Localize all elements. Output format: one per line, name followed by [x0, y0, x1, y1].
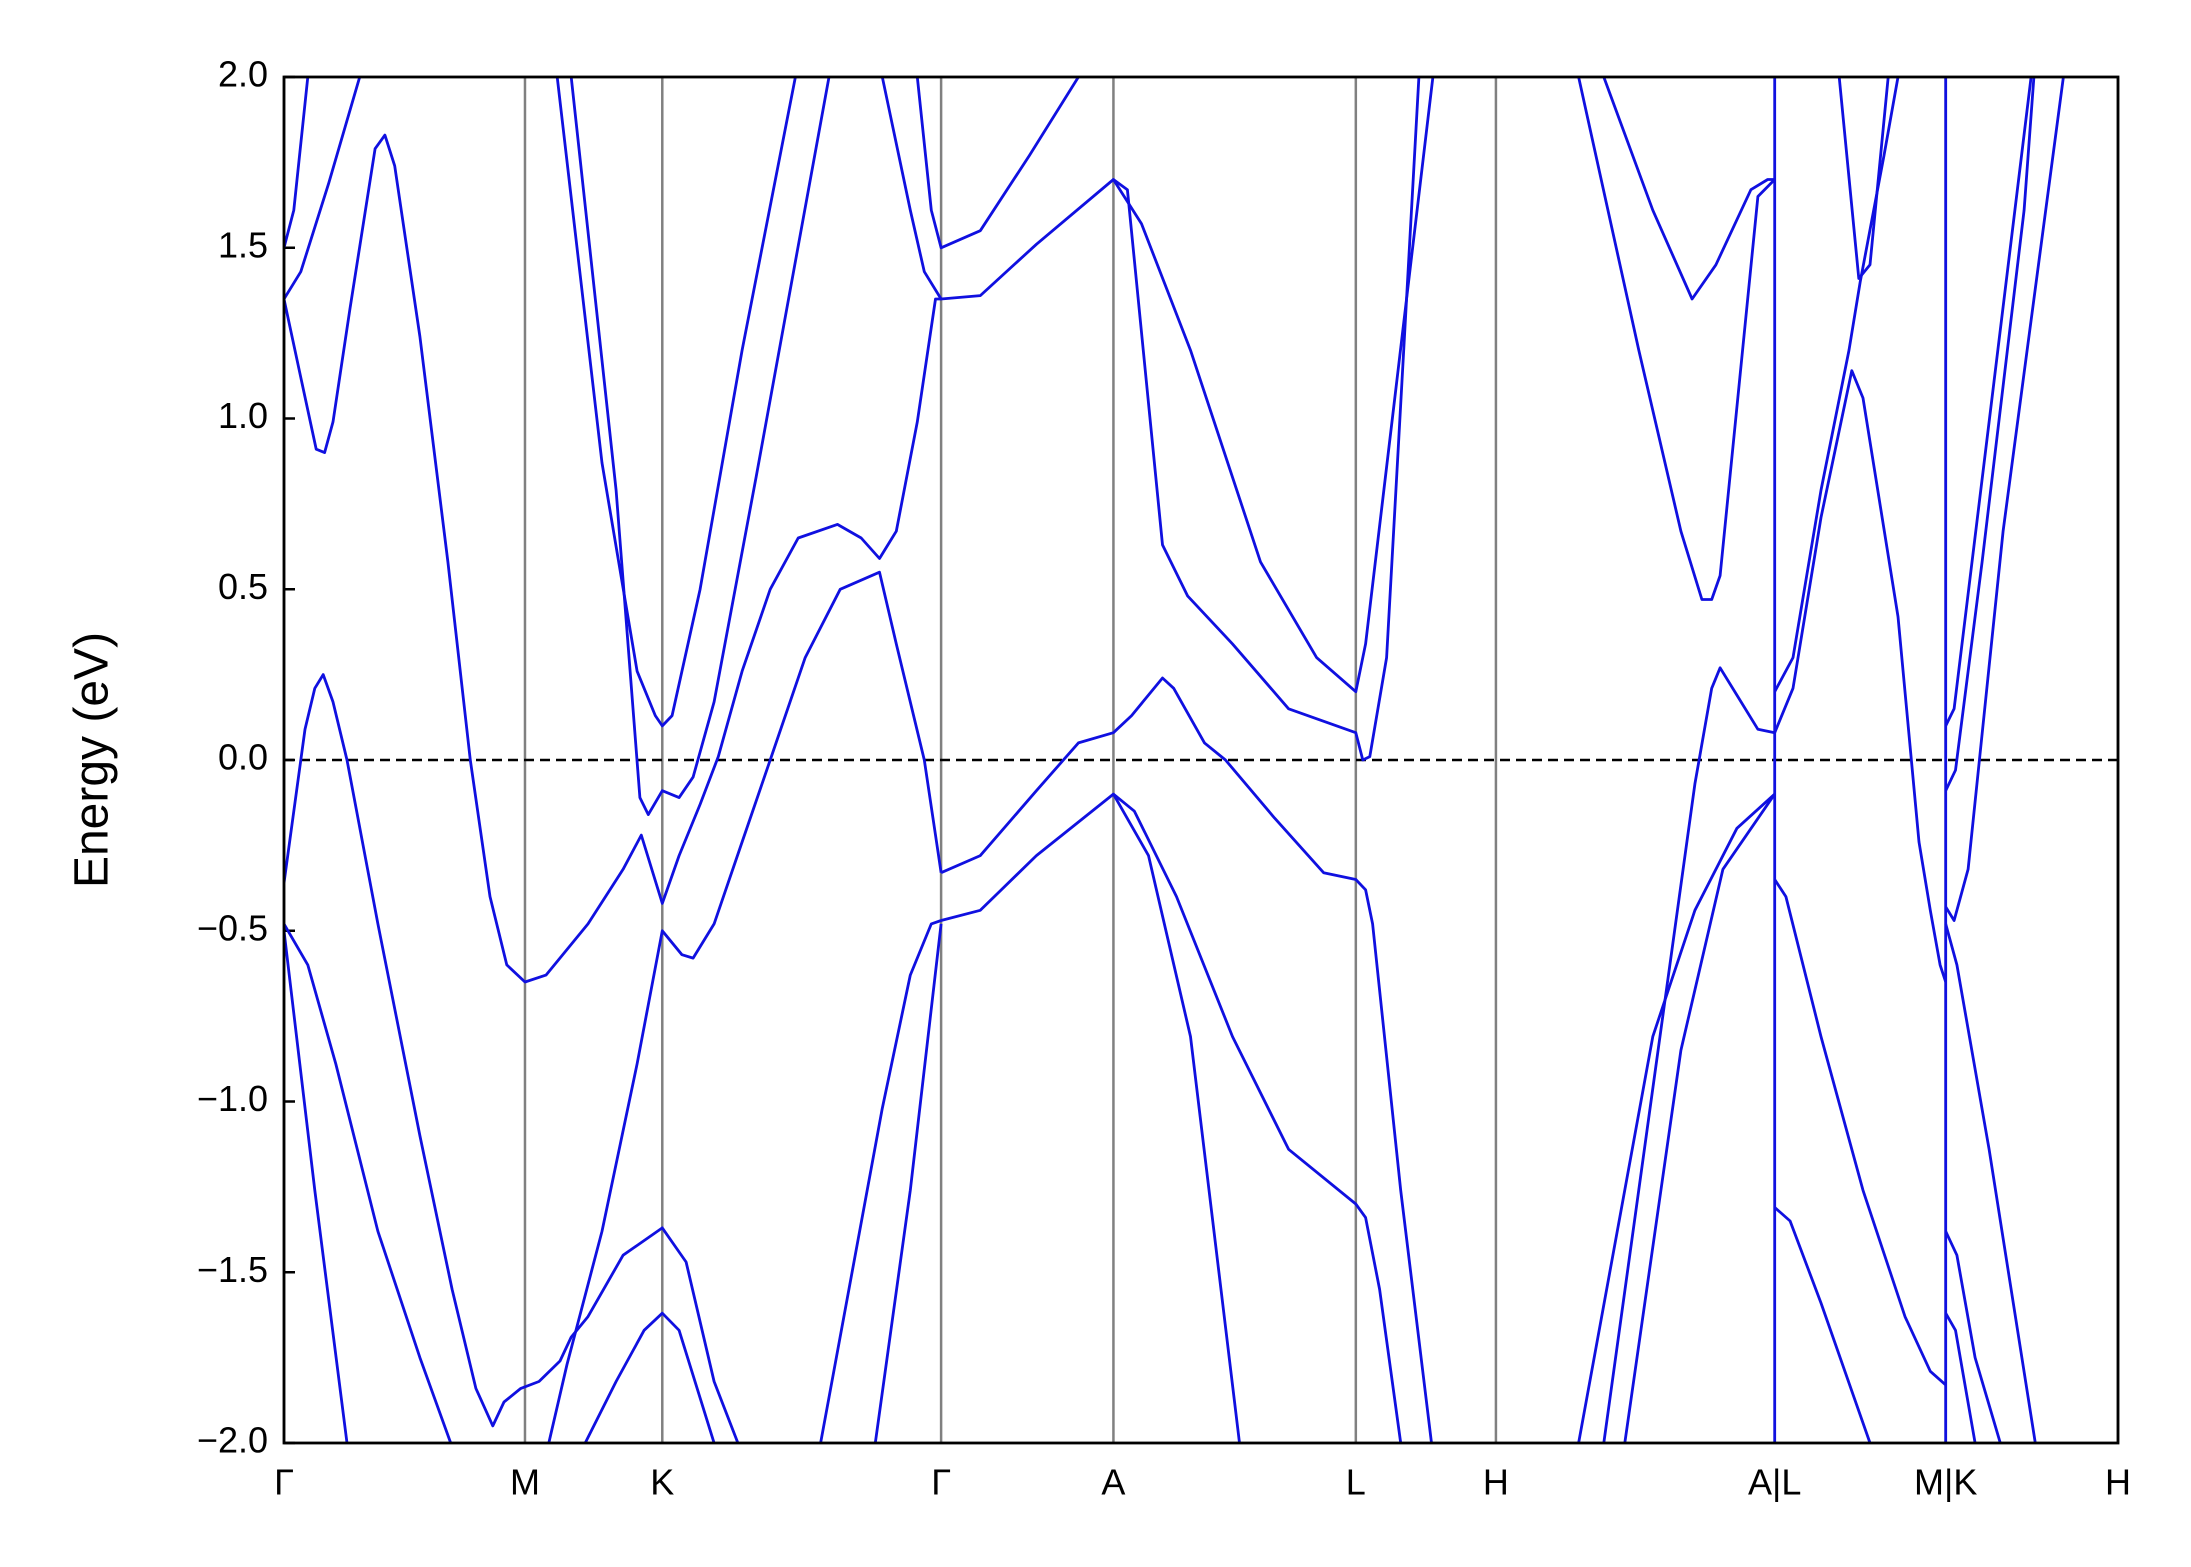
- y-tick-label: −0.5: [197, 907, 268, 948]
- band: [1944, 77, 2065, 922]
- band: [1944, 1312, 1977, 1443]
- band: [1773, 369, 1948, 983]
- band: [819, 919, 942, 1443]
- band: [1837, 77, 1890, 280]
- band: [880, 77, 1421, 762]
- band: [1623, 793, 1776, 1443]
- band: [284, 133, 942, 984]
- x-tick-label: Γ: [274, 1462, 294, 1503]
- y-axis-label: Energy (eV): [66, 632, 119, 888]
- y-tick-label: −2.0: [197, 1420, 268, 1461]
- plot-frame: [282, 75, 2120, 1445]
- y-tick-label: −1.0: [197, 1078, 268, 1119]
- band: [1944, 1230, 2002, 1443]
- y-tick-label: 2.0: [218, 54, 268, 95]
- band: [1944, 923, 2037, 1443]
- band: [1577, 793, 1776, 1443]
- y-tick-label: 0.5: [218, 566, 268, 607]
- band: [1944, 77, 2033, 727]
- y-tick-label: −1.5: [197, 1249, 268, 1290]
- band: [915, 77, 1080, 250]
- band: [583, 1311, 716, 1443]
- x-tick-label: M: [510, 1462, 540, 1503]
- band: [1773, 878, 1947, 1386]
- band: [284, 673, 740, 1443]
- band: [940, 792, 1403, 1443]
- bands: [284, 77, 2065, 1443]
- y-tick-label: 0.0: [218, 737, 268, 778]
- band: [1773, 1206, 1872, 1443]
- band: [547, 570, 943, 1443]
- x-tick-label: M|K: [1914, 1462, 1977, 1503]
- band: [1602, 77, 1775, 301]
- band: [1112, 793, 1241, 1443]
- band: [1944, 77, 2036, 792]
- band: [284, 77, 362, 300]
- band: [284, 923, 453, 1443]
- y-tick-label: 1.0: [218, 395, 268, 436]
- band: [1602, 666, 1775, 1443]
- band: [555, 77, 797, 728]
- x-tick-label: H: [1483, 1462, 1509, 1503]
- band: [1773, 77, 1900, 693]
- x-tick-label: A|L: [1748, 1462, 1801, 1503]
- x-tick-label: A: [1101, 1462, 1125, 1503]
- band: [284, 930, 349, 1443]
- band: [569, 77, 831, 816]
- band: [873, 923, 943, 1443]
- x-tick-label: Γ: [931, 1462, 951, 1503]
- x-tick-label: L: [1346, 1462, 1366, 1503]
- band: [284, 77, 310, 249]
- band: [940, 676, 1433, 1443]
- band: [1577, 77, 1776, 601]
- y-tick-label: 1.5: [218, 224, 268, 265]
- x-tick-label: H: [2105, 1462, 2131, 1503]
- x-tick-label: K: [650, 1462, 674, 1503]
- band: [1112, 77, 1435, 694]
